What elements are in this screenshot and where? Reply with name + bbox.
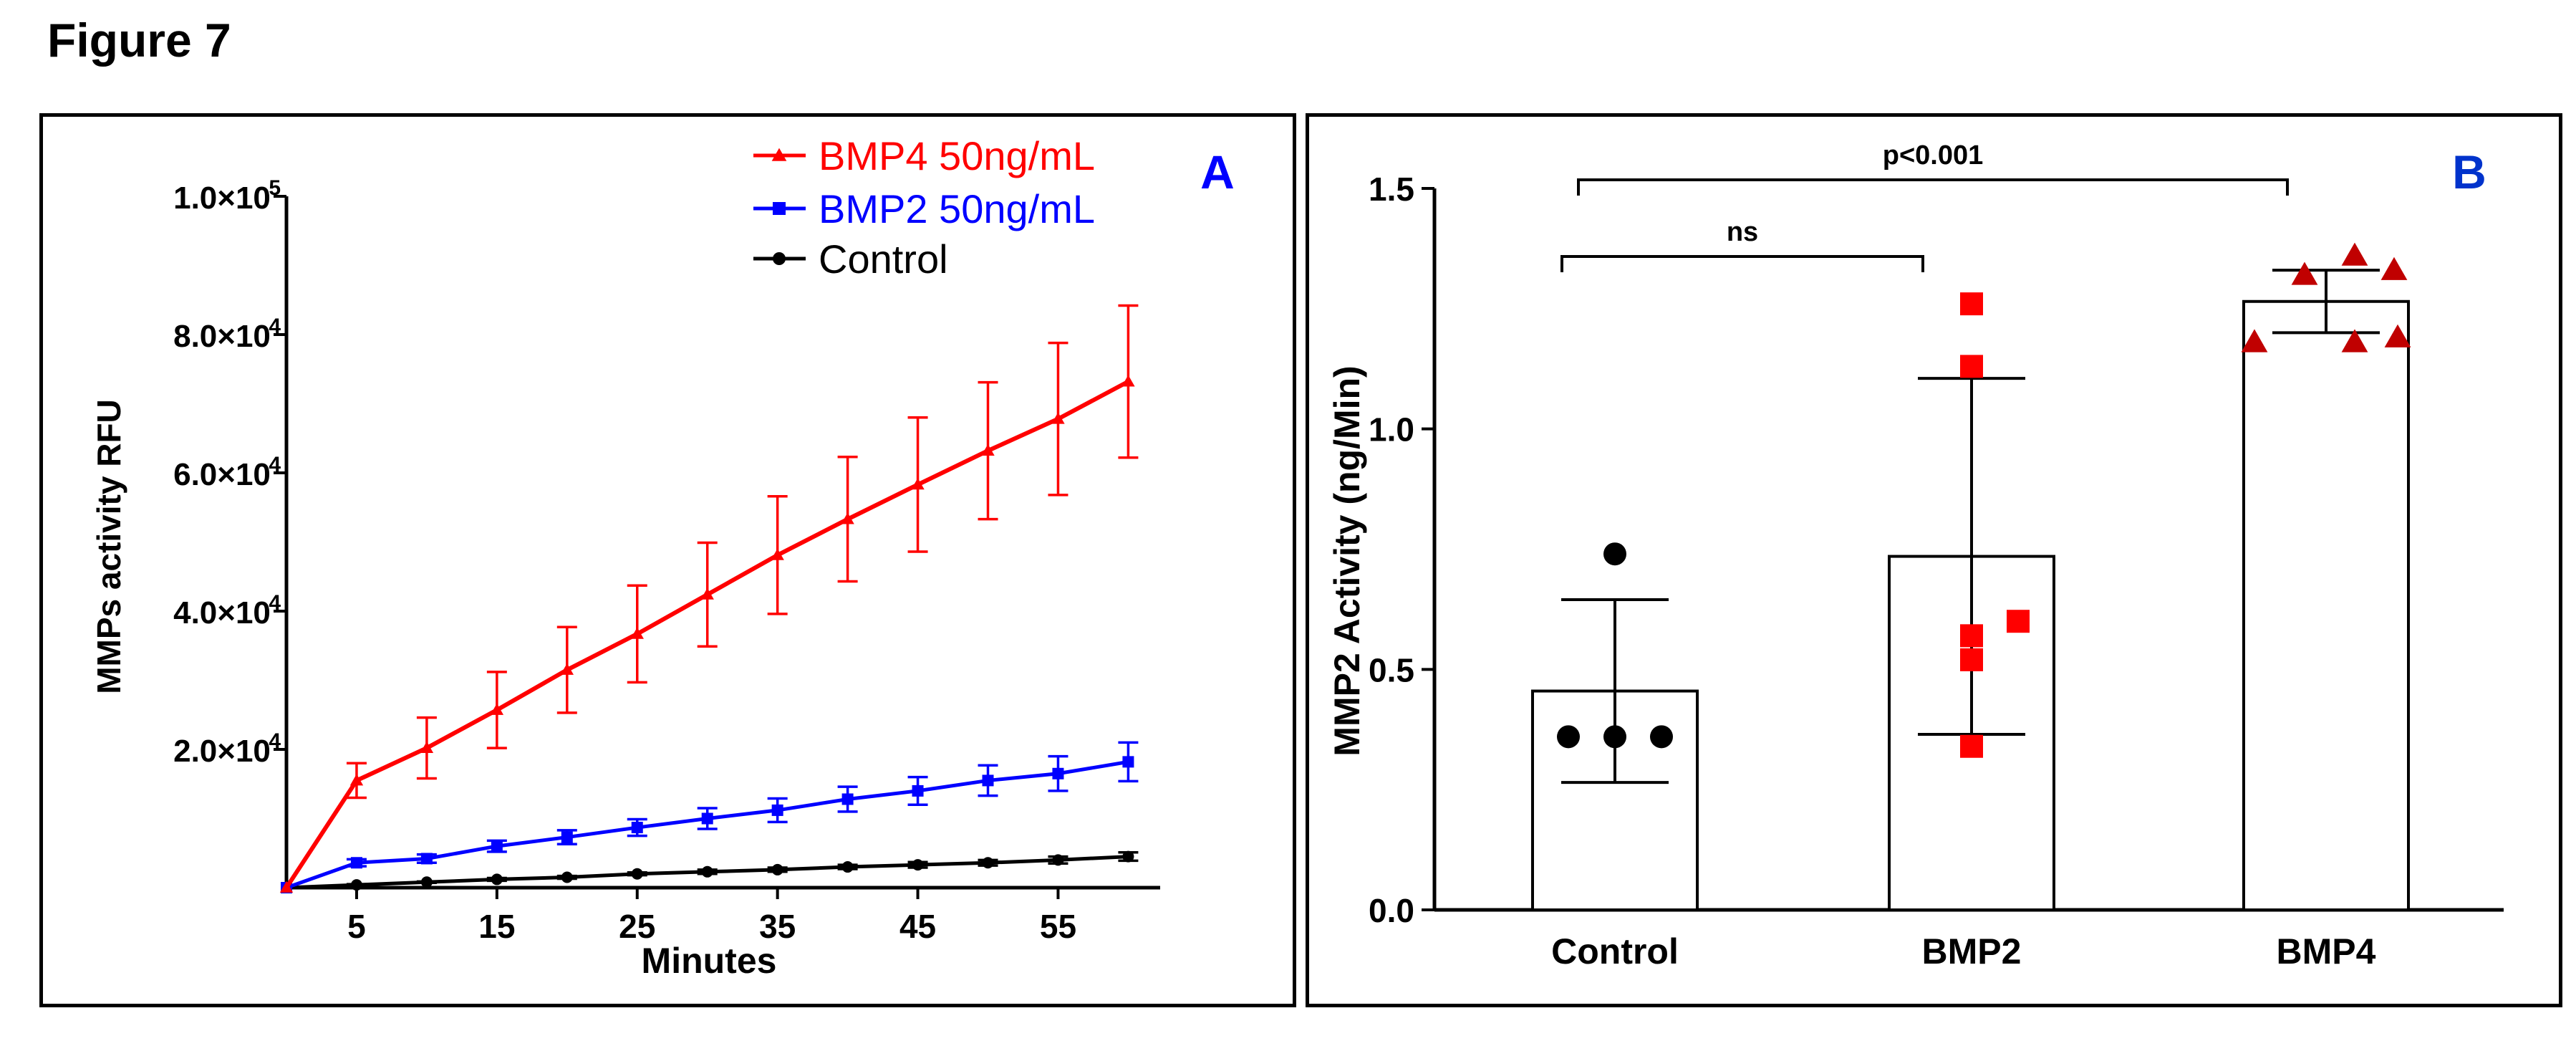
bar-bmp4 — [2242, 299, 2410, 912]
data-point-control — [1650, 725, 1673, 749]
x-tick-label: 55 — [1040, 908, 1076, 945]
data-point-bmp4 — [1121, 375, 1135, 387]
y-tick-label: 0.0 — [1369, 892, 1414, 929]
panel-label-a: A — [1200, 145, 1235, 198]
x-tick-label: 25 — [619, 908, 655, 945]
data-point-bmp4 — [2380, 256, 2408, 280]
panel-b-frame: 0.0 0.5 1.0 1.5 MMP2 Activity (ng/Min) Contro… — [1306, 113, 2562, 1007]
y-tick-label-exponent: 4 — [269, 315, 281, 338]
data-point-bmp4 — [700, 587, 714, 600]
data-point-bmp4 — [630, 627, 644, 639]
legend-label-bmp4: BMP4 50ng/mL — [819, 133, 1095, 178]
data-point-control — [1603, 725, 1626, 749]
data-point-control — [701, 865, 713, 878]
panel-b-bar-chart: 0.0 0.5 1.0 1.5 MMP2 Activity (ng/Min) Contro… — [1327, 140, 2504, 971]
legend-marker-bmp2 — [773, 202, 786, 215]
y-tick-label-exponent: 5 — [269, 176, 281, 200]
data-point-control — [912, 859, 924, 871]
significance-label: ns — [1727, 217, 1758, 247]
y-tick-label-mantissa: 4.0×10 — [173, 595, 271, 630]
x-axis-title: Minutes — [642, 941, 777, 981]
x-tick-label: 35 — [759, 908, 796, 945]
category-label: BMP4 — [2277, 931, 2376, 971]
data-point-bmp4 — [279, 881, 294, 893]
data-point-control — [982, 857, 994, 869]
data-point-bmp4 — [2341, 242, 2368, 266]
data-point-bmp4 — [349, 774, 364, 786]
data-point-control — [350, 879, 362, 891]
data-point-control — [1122, 850, 1134, 863]
data-point-bmp4 — [2341, 329, 2368, 352]
data-point-bmp2 — [1122, 756, 1134, 768]
data-point-control — [1603, 542, 1626, 566]
significance-bracket — [1560, 255, 1924, 272]
data-point-bmp2 — [1960, 648, 1983, 671]
legend-marker-bmp4 — [771, 148, 787, 161]
y-tick-label-exponent: 4 — [269, 591, 281, 615]
data-point-bmp4 — [490, 703, 504, 715]
data-point-bmp2 — [912, 784, 924, 797]
x-tick-label: 5 — [347, 908, 366, 945]
y-tick-label-mantissa: 8.0×10 — [173, 319, 271, 354]
data-point-bmp2 — [701, 812, 713, 825]
data-point-bmp4 — [2384, 324, 2411, 347]
data-point-control — [1052, 854, 1064, 866]
panel-a-frame: 2.0×10 4 4.0×10 4 6.0×10 4 8.0×10 4 1.0×10 5 5 15 25… — [39, 113, 1296, 1007]
legend-label-control: Control — [819, 236, 948, 282]
y-tick-label: 1.0 — [1369, 411, 1414, 448]
data-point-control — [561, 871, 573, 883]
y-tick-label-exponent: 4 — [269, 729, 281, 753]
y-tick-label: 0.5 — [1369, 651, 1414, 688]
data-point-bmp4 — [771, 548, 784, 560]
data-point-bmp2 — [1960, 292, 1983, 316]
panel-label-b: B — [2452, 145, 2486, 198]
data-point-bmp2 — [771, 804, 783, 816]
data-point-bmp4 — [1051, 412, 1065, 424]
data-point-control — [491, 873, 503, 886]
x-tick-label: 15 — [478, 908, 515, 945]
data-point-bmp2 — [1960, 355, 1983, 378]
data-point-bmp4 — [2291, 262, 2318, 285]
y-axis-title: MMP2 Activity (ng/Min) — [1327, 365, 1367, 756]
data-point-bmp2 — [350, 857, 362, 869]
data-point-bmp2 — [491, 840, 503, 853]
category-label: BMP2 — [1922, 931, 2022, 971]
data-point-bmp2 — [1960, 624, 1983, 648]
data-point-control — [841, 861, 854, 873]
data-point-bmp4 — [841, 512, 854, 524]
category-label: Control — [1551, 931, 1679, 971]
legend-label-bmp2: BMP2 50ng/mL — [819, 186, 1095, 231]
y-tick-label-exponent: 4 — [269, 453, 281, 476]
data-point-bmp4 — [911, 478, 925, 490]
data-point-control — [771, 863, 783, 875]
data-point-bmp4 — [2241, 329, 2268, 352]
x-tick-label: 45 — [899, 908, 936, 945]
legend-marker-control — [773, 252, 786, 265]
data-point-control — [420, 876, 433, 888]
data-point-bmp2 — [2007, 610, 2030, 633]
data-point-bmp2 — [982, 774, 994, 787]
y-axis-title: MMPs activity RFU — [90, 399, 127, 694]
data-point-bmp2 — [631, 822, 643, 834]
y-tick-label-mantissa: 6.0×10 — [173, 457, 271, 492]
data-point-bmp2 — [841, 793, 854, 805]
data-point-bmp2 — [1960, 734, 1983, 758]
data-point-bmp2 — [420, 853, 433, 865]
y-tick-label-mantissa: 1.0×10 — [173, 181, 271, 216]
y-tick-label: 1.5 — [1369, 171, 1414, 208]
data-point-control — [631, 868, 643, 880]
data-point-bmp4 — [560, 663, 574, 675]
figure-title: Figure 7 — [47, 14, 231, 67]
data-point-bmp2 — [1052, 767, 1064, 779]
significance-label: p<0.001 — [1883, 140, 1984, 171]
data-point-bmp2 — [561, 831, 573, 843]
significance-bracket — [1577, 178, 2289, 196]
data-point-control — [1557, 725, 1580, 749]
data-point-bmp4 — [420, 741, 434, 753]
data-point-bmp4 — [981, 443, 995, 456]
y-tick-label-mantissa: 2.0×10 — [173, 734, 271, 769]
